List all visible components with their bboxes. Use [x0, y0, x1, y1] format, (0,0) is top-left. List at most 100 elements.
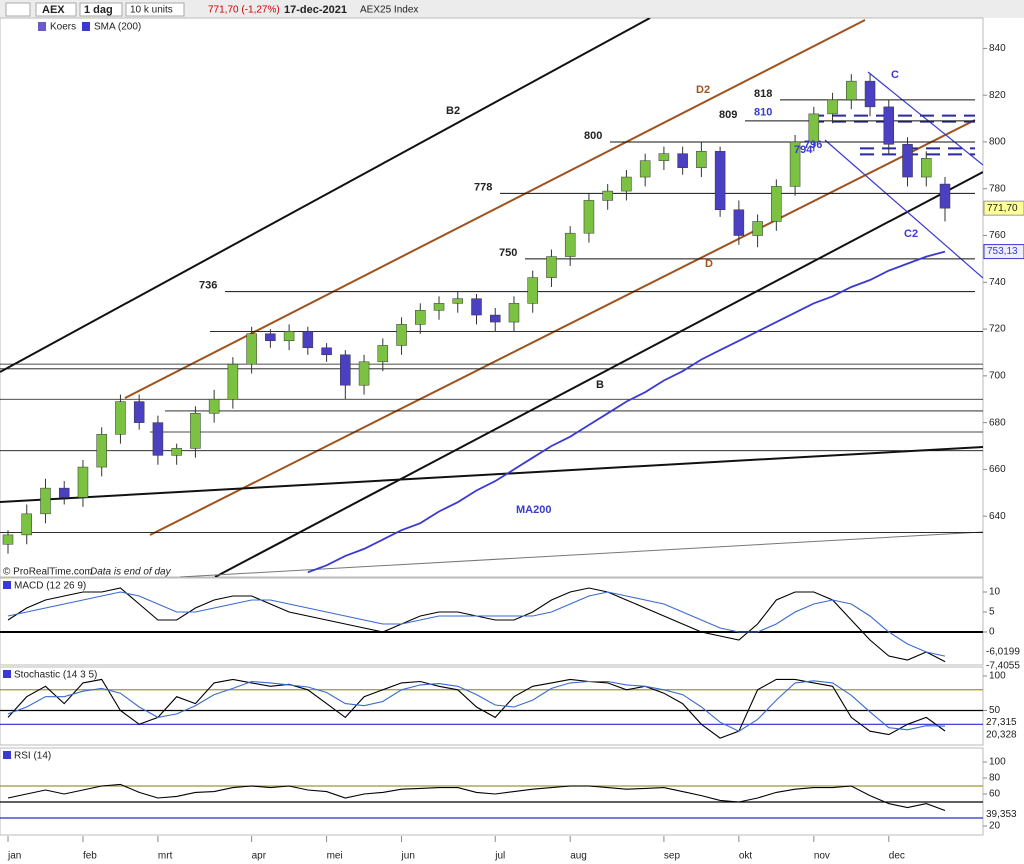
indicator-value: 20,328 — [986, 730, 1017, 741]
panel-title-box — [3, 751, 11, 759]
x-tick-label: okt — [739, 851, 753, 862]
y-tick-label: 640 — [989, 511, 1006, 522]
x-tick-label: mei — [327, 851, 343, 862]
x-tick-label: nov — [814, 851, 830, 862]
candle-body — [377, 345, 389, 363]
candle-body — [208, 398, 220, 414]
y-tick-label: 5 — [989, 607, 995, 618]
candle-body — [808, 113, 820, 143]
annotation: D2 — [696, 84, 710, 96]
level-label: 736 — [199, 280, 217, 292]
candle-body — [827, 99, 838, 115]
panel-title: MACD (12 26 9) — [14, 581, 86, 592]
x-tick-label: mrt — [158, 851, 173, 862]
candle-body — [602, 190, 613, 201]
units-box[interactable] — [125, 2, 185, 17]
indicator-value: -7,4055 — [986, 660, 1020, 671]
indicator-value: 27,315 — [986, 717, 1017, 728]
candle-body — [152, 422, 164, 456]
level-label: 796 — [804, 139, 822, 151]
candle-body — [883, 106, 895, 145]
note: Data is end of day — [90, 567, 172, 578]
candle-body — [452, 298, 464, 304]
sma-tag-label: 753,13 — [987, 246, 1018, 257]
candle-body — [190, 413, 201, 449]
x-tick-label: feb — [83, 851, 97, 862]
annotation: MA200 — [516, 504, 551, 516]
price-tag-label: 771,70 — [987, 203, 1018, 214]
trendline-d2 — [124, 19, 866, 399]
indicator-line — [7, 587, 946, 663]
candle-body — [471, 298, 482, 316]
sma-tag — [983, 244, 1024, 260]
candle-body — [508, 303, 520, 323]
candle-body — [921, 158, 932, 178]
candle-body — [939, 183, 951, 209]
candle-body — [77, 466, 89, 498]
annotation: D — [705, 258, 713, 270]
y-tick-label: 20 — [989, 821, 1001, 832]
candle-body — [96, 434, 107, 468]
candle-body — [171, 448, 182, 456]
candle-body — [639, 160, 651, 178]
candle-body — [358, 361, 370, 386]
level-label: 794 — [794, 144, 813, 156]
legend-swatch — [82, 22, 90, 31]
main-frame — [0, 17, 984, 578]
level-label: 809 — [719, 109, 737, 121]
price-tag — [983, 200, 1024, 216]
candle-body — [340, 354, 351, 386]
candle-body — [846, 80, 857, 101]
candle-body — [58, 487, 70, 498]
level-label: 818 — [754, 88, 772, 100]
indicator-line — [7, 783, 946, 812]
icon[interactable] — [5, 2, 31, 17]
trendline-d — [149, 119, 976, 536]
candle-body — [564, 232, 576, 257]
y-tick-label: 50 — [989, 705, 1001, 716]
candle-body — [433, 303, 445, 311]
annotation: C2 — [904, 228, 918, 240]
indicator-line — [7, 680, 946, 732]
panel-title: Stochastic (14 3 5) — [14, 670, 97, 681]
y-tick-label: 700 — [989, 370, 1006, 381]
annotation: B — [596, 379, 604, 391]
candle-body — [133, 401, 145, 423]
candle-body — [302, 331, 314, 349]
symbol-box[interactable] — [35, 2, 77, 17]
trendline-b2 — [0, 18, 651, 373]
candle-body — [265, 333, 276, 342]
level-label: 778 — [474, 181, 492, 193]
legend-swatch — [38, 22, 46, 31]
y-tick-label: 780 — [989, 183, 1006, 194]
units: 10 k units — [130, 5, 173, 16]
candle-body — [864, 80, 876, 108]
macd-frame — [0, 577, 984, 666]
level-label: 750 — [499, 247, 517, 259]
y-tick-label: 760 — [989, 230, 1006, 241]
y-tick-label: 800 — [989, 137, 1006, 148]
candle-body — [546, 256, 557, 278]
annotation: B2 — [446, 105, 460, 117]
candle-body — [246, 333, 257, 365]
x-tick-label: dec — [889, 851, 905, 862]
candle-body — [527, 277, 538, 304]
trendline-c2 — [824, 139, 983, 279]
candle-body — [902, 144, 913, 178]
indicator-line — [7, 678, 946, 739]
x-tick-label: aug — [570, 851, 587, 862]
candle-body — [115, 401, 126, 435]
toolbar — [0, 0, 1024, 18]
candle-body — [658, 153, 670, 161]
candle-body — [321, 347, 332, 356]
sma-line — [307, 250, 946, 574]
indicator-line — [7, 591, 946, 657]
candle-body — [714, 151, 726, 211]
y-tick-label: 60 — [989, 789, 1001, 800]
x-tick-label: jan — [7, 851, 21, 862]
period-box[interactable] — [79, 2, 123, 17]
legend-price: Koers — [50, 22, 76, 33]
panel-title-box — [3, 670, 11, 678]
indicator-value: -6,0199 — [986, 647, 1020, 658]
